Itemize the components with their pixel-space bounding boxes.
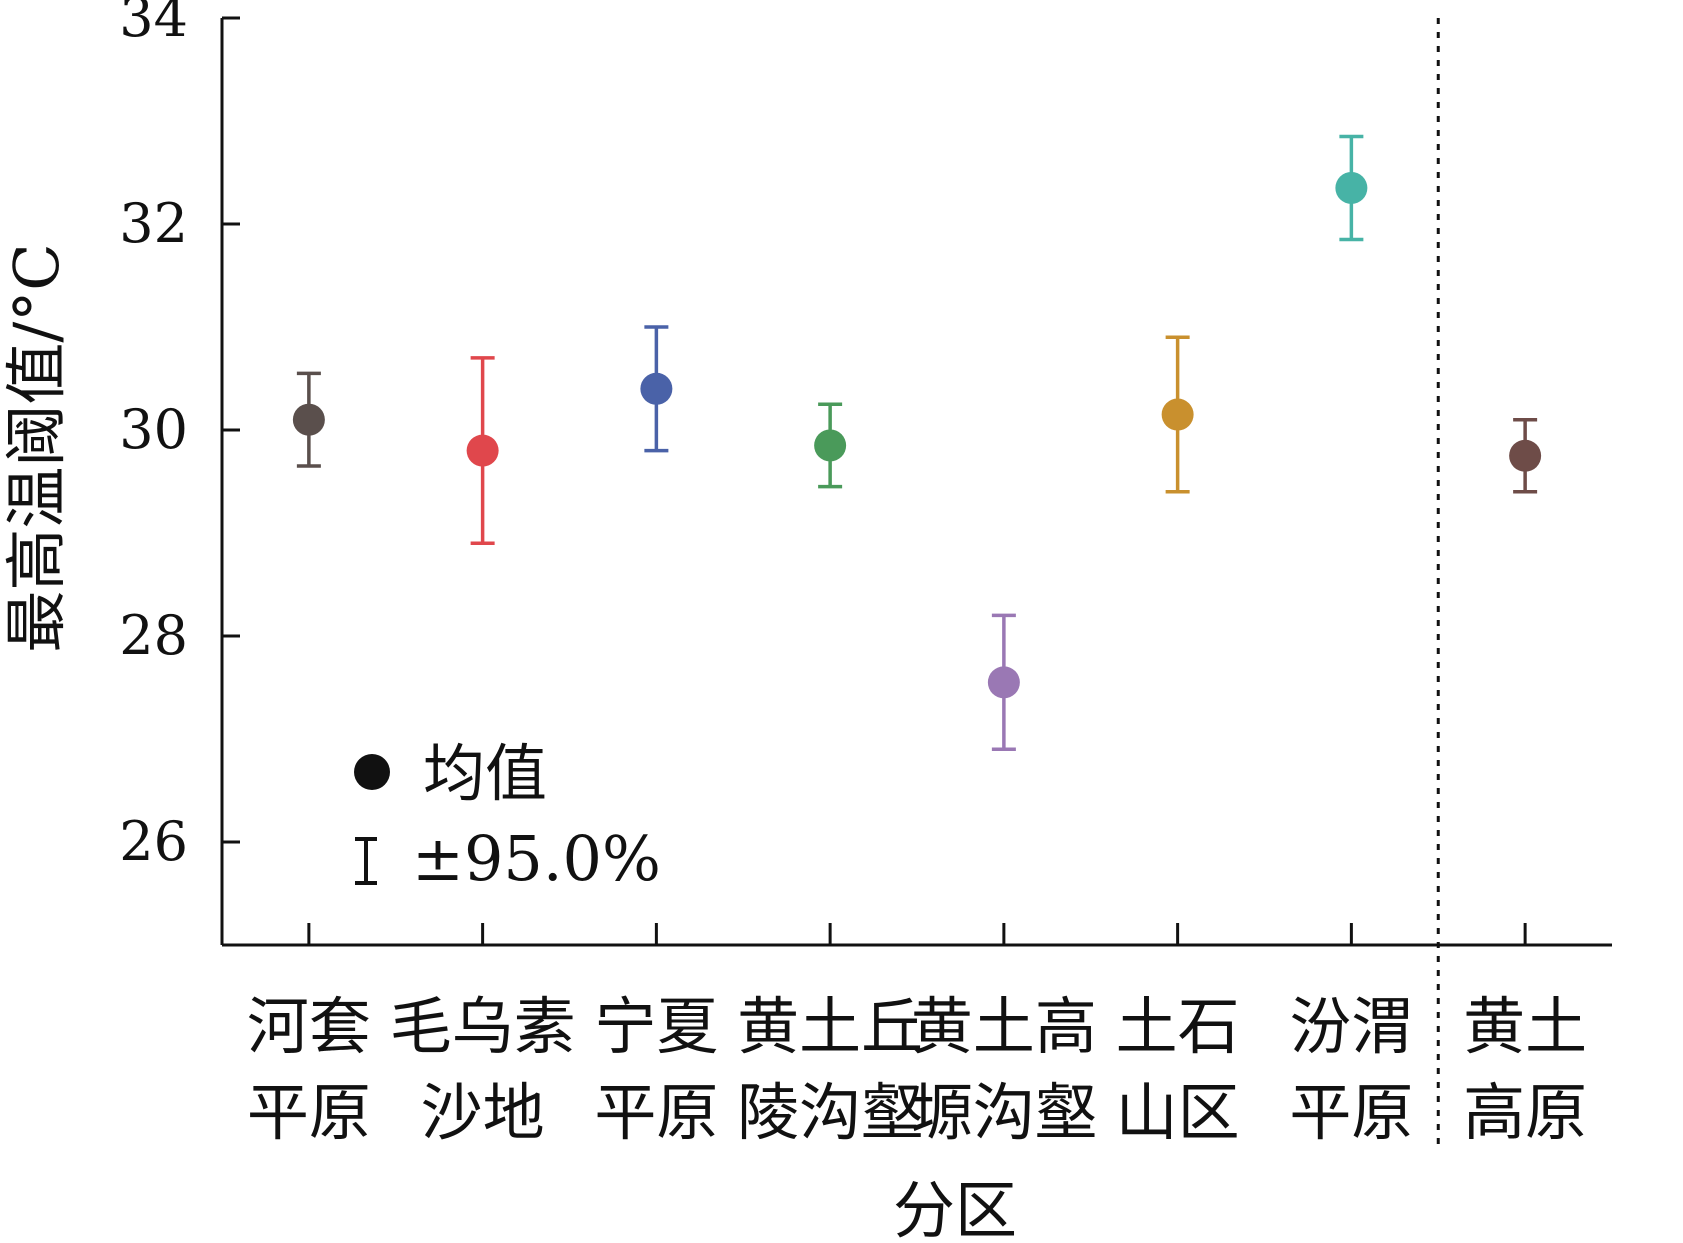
y-tick-label: 26 [119, 810, 188, 873]
data-point-group [814, 402, 847, 489]
legend-mean-label: 均值 [423, 737, 547, 810]
axes [220, 18, 1612, 947]
y-tick-label: 28 [119, 604, 188, 667]
legend: 均值 ±95.0% [354, 737, 661, 895]
category-label-line: 平原 [594, 1076, 718, 1149]
mean-point [466, 434, 499, 467]
category-label-line: 毛乌素 [390, 990, 576, 1063]
category-label-line: 高原 [1463, 1076, 1587, 1149]
data-point-group [1161, 335, 1194, 494]
category-label-line: 土石 [1116, 990, 1240, 1063]
category-label-line: 黄土丘 [737, 990, 923, 1063]
data-point-group [640, 325, 673, 453]
category-label-line: 汾渭 [1289, 990, 1413, 1063]
category-label-line: 塬沟壑 [911, 1076, 1097, 1149]
mean-point [1335, 171, 1368, 204]
category-label-line: 平原 [247, 1076, 371, 1149]
mean-point [987, 666, 1020, 699]
legend-errorbar-marker [355, 837, 377, 885]
data-point-group [987, 613, 1020, 752]
y-axis-label: 最高温阈值/°C [0, 243, 73, 652]
mean-point [640, 372, 673, 405]
data-points [292, 134, 1542, 752]
x-axis-label: 分区 [893, 1174, 1017, 1243]
data-point-group [292, 371, 325, 468]
category-label-line: 河套 [247, 990, 371, 1063]
data-point-group [466, 356, 499, 546]
category-label-line: 黄土 [1463, 990, 1587, 1063]
mean-point [1509, 439, 1542, 472]
y-tick-label: 30 [119, 398, 188, 461]
legend-ci-label: ±95.0% [412, 822, 661, 895]
category-label-line: 黄土高 [911, 990, 1097, 1063]
legend-mean-marker [354, 754, 390, 790]
category-label-line: 宁夏 [594, 990, 718, 1063]
x-ticks [307, 923, 1527, 945]
category-label-line: 山区 [1116, 1076, 1240, 1149]
data-point-group [1335, 134, 1368, 242]
y-tick-label: 34 [119, 0, 188, 49]
category-label-line: 平原 [1289, 1076, 1413, 1149]
mean-point [1161, 398, 1194, 431]
mean-point [814, 429, 847, 462]
data-point-group [1509, 417, 1542, 494]
mean-point [292, 403, 325, 436]
category-label-line: 沙地 [421, 1076, 545, 1149]
category-label-line: 陵沟壑 [737, 1076, 923, 1149]
y-tick-label: 32 [119, 192, 188, 255]
y-ticks: 26 28 30 32 34 [119, 0, 240, 873]
